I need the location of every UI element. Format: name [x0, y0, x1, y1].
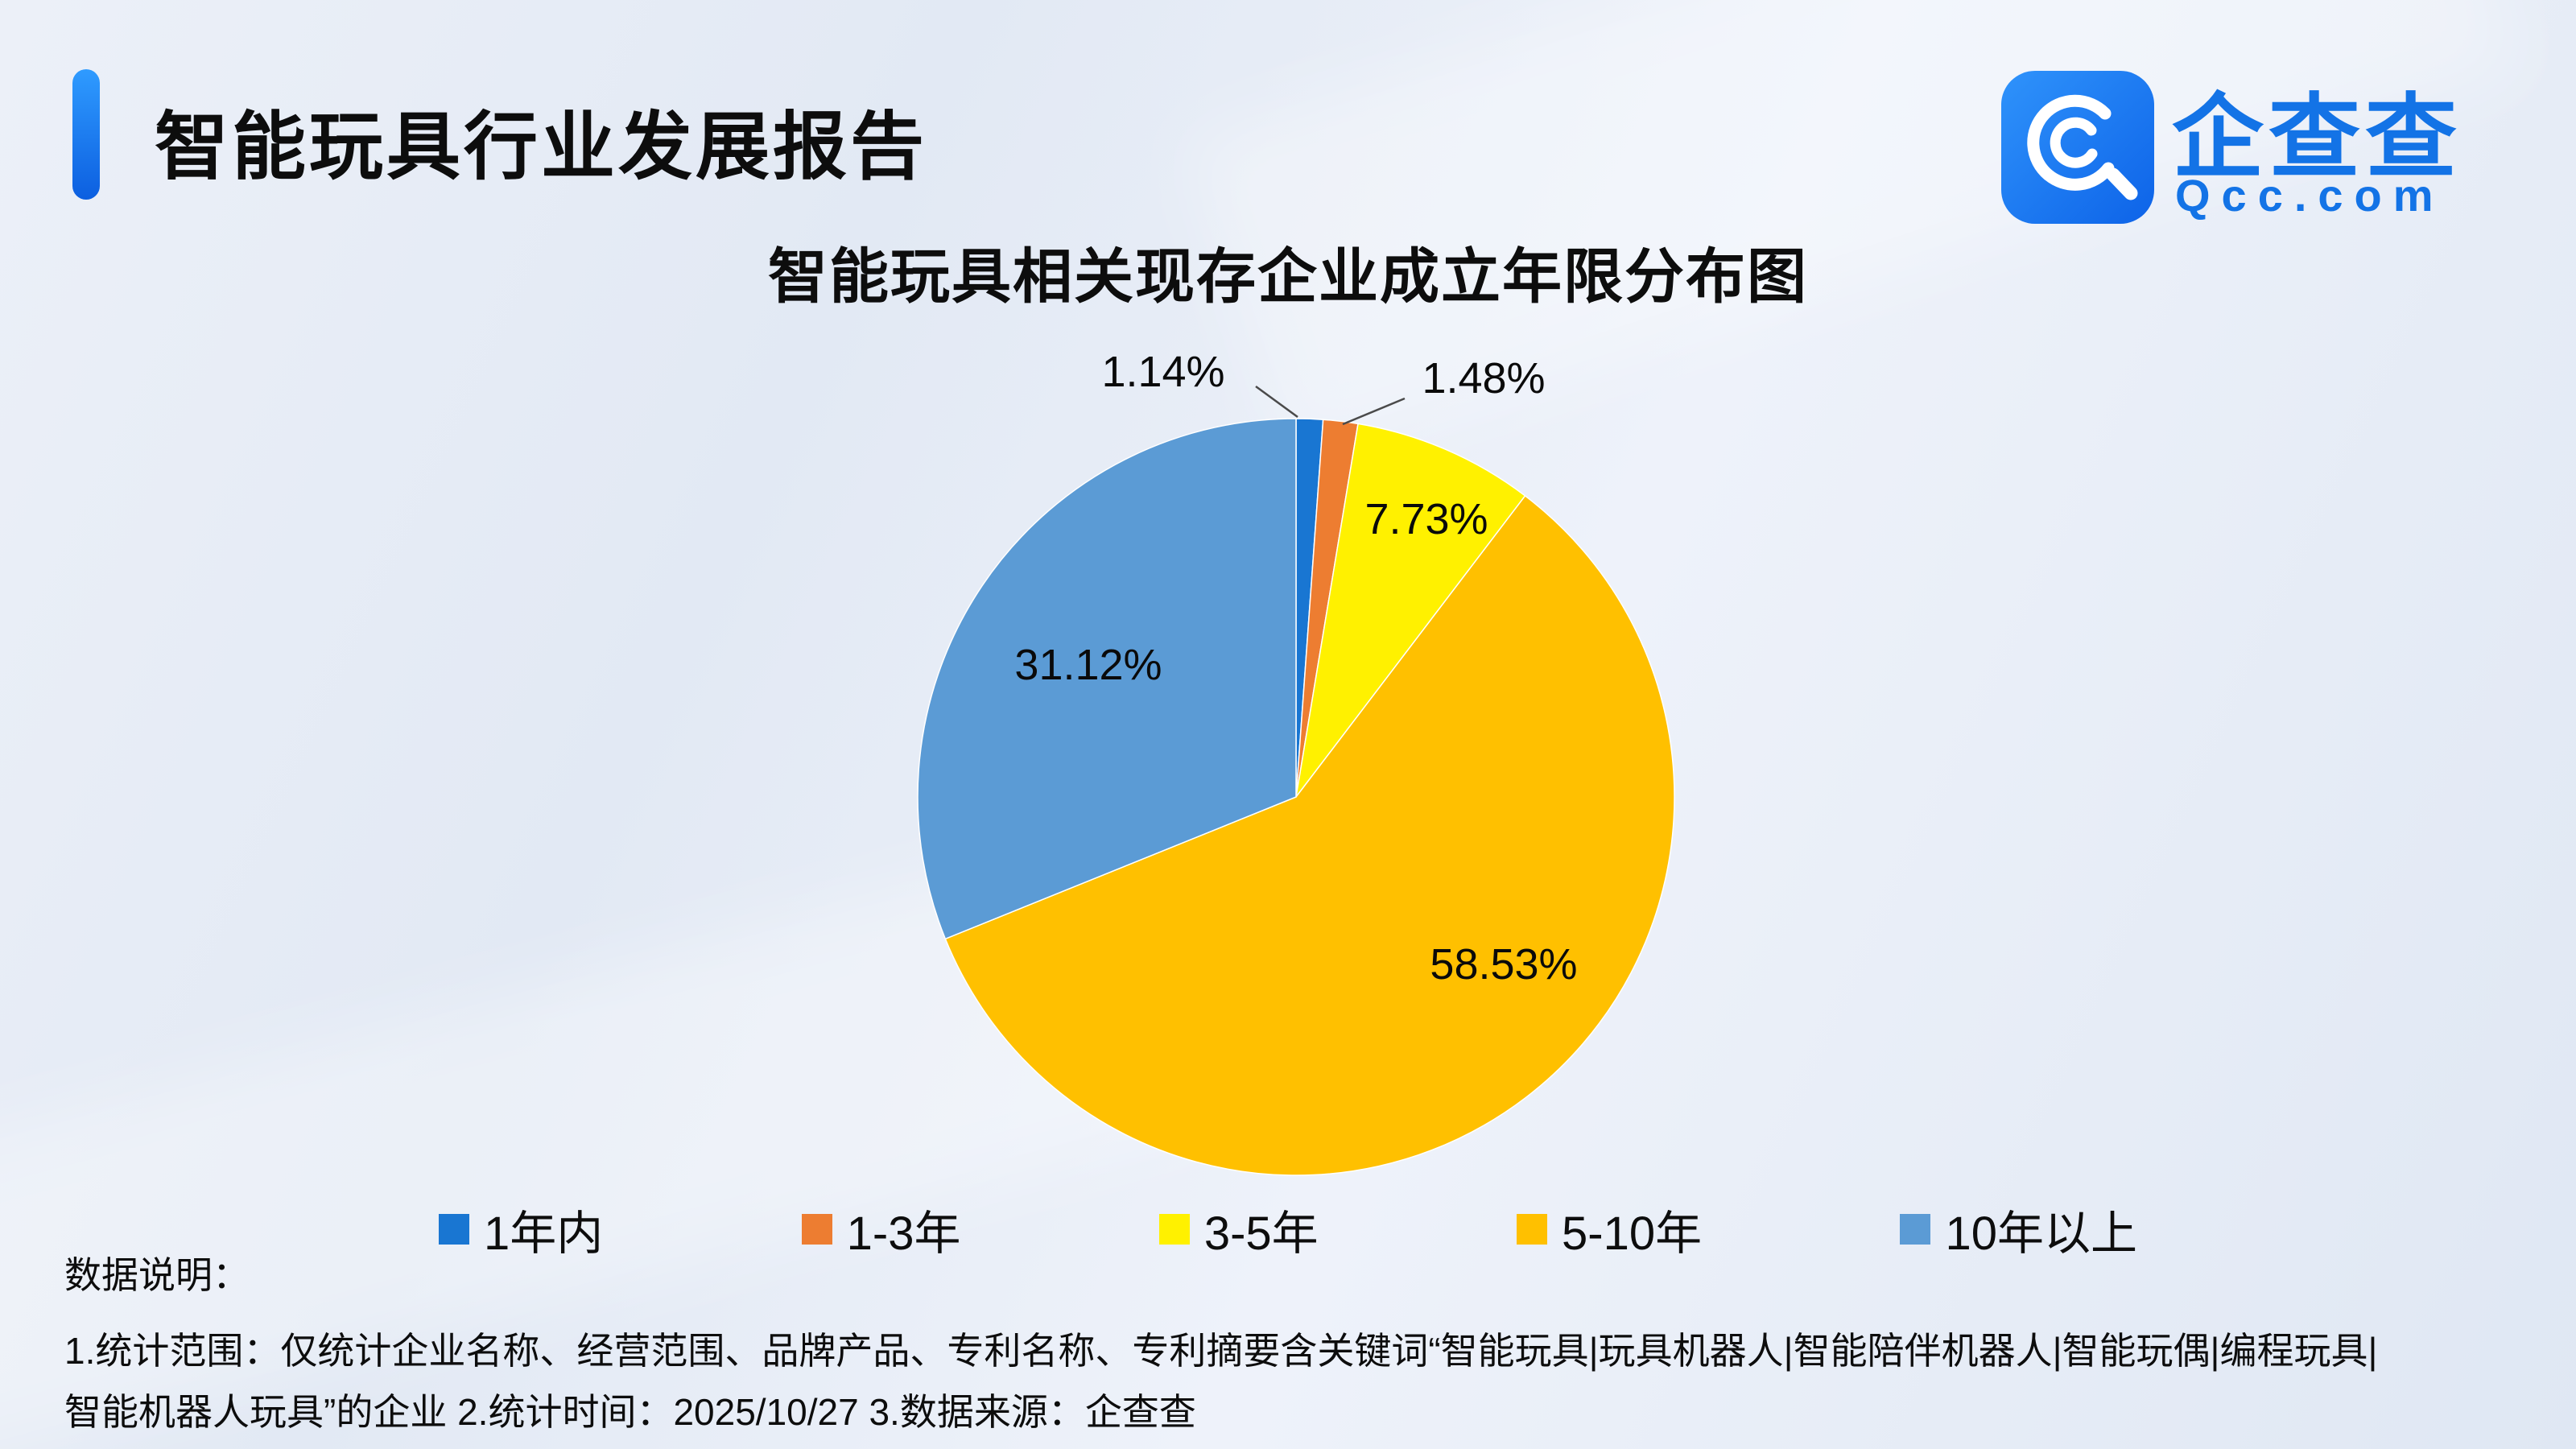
pie-label-1-3year: 1.48% [1422, 354, 1546, 402]
pie-slice-3-5年 [1295, 423, 1526, 798]
data-notes-line-2: 智能机器人玩具”的企业 2.统计时间：2025/10/27 3.数据来源：企查查 [64, 1391, 1196, 1433]
legend-label: 5-10年 [1562, 1208, 1703, 1260]
pie-slice-5-10年 [944, 494, 1675, 1176]
chart-legend: 1年内 1-3年 3-5年 5-10年 10年以上 [439, 1201, 2137, 1260]
brand-logo: 企查查 Qcc.com [2001, 69, 2484, 230]
report-title: 智能玩具行业发展报告 [155, 106, 928, 188]
title-accent-bar [72, 69, 100, 200]
pie-label-3-5year: 7.73% [1364, 495, 1488, 543]
legend-swatch [439, 1214, 469, 1245]
legend-item-3-5year: 3-5年 [1158, 1195, 1319, 1263]
pie-chart [886, 338, 1707, 1208]
legend-swatch [801, 1214, 832, 1245]
legend-item-1-3year: 1-3年 [801, 1195, 961, 1263]
data-notes-heading: 数据说明： [64, 1254, 250, 1296]
brand-domain: Qcc.com [2175, 170, 2445, 221]
legend-swatch [1158, 1214, 1190, 1245]
legend-item-1year: 1年内 [439, 1195, 603, 1263]
qcc-magnifier-icon [2001, 71, 2154, 224]
legend-label: 10年以上 [1945, 1208, 2137, 1260]
legend-label: 1年内 [484, 1208, 604, 1260]
legend-swatch [1900, 1214, 1931, 1245]
legend-swatch [1517, 1214, 1548, 1245]
legend-item-5-10year: 5-10年 [1517, 1195, 1702, 1263]
data-notes: 数据说明： 1.统计范围：仅统计企业名称、经营范围、品牌产品、专利名称、专利摘要… [64, 1246, 2528, 1443]
legend-item-over10year: 10年以上 [1900, 1195, 2137, 1263]
pie-label-1year: 1.14% [1101, 348, 1225, 396]
pie-label-over10year: 31.12% [1014, 641, 1162, 689]
chart-title: 智能玩具相关现存企业成立年限分布图 [768, 243, 1808, 310]
leader-line-1-3year [1342, 397, 1406, 426]
pie-chart-svg [917, 385, 1675, 1176]
data-notes-line-1: 1.统计范围：仅统计企业名称、经营范围、品牌产品、专利名称、专利摘要含关键词“智… [64, 1330, 2378, 1372]
pie-slice-10年以上 [917, 418, 1297, 940]
legend-label: 3-5年 [1203, 1208, 1319, 1260]
pie-label-5-10year: 58.53% [1430, 940, 1578, 989]
legend-label: 1-3年 [846, 1208, 961, 1260]
leader-line-1year [1255, 385, 1298, 419]
brand-name: 企查查 [2172, 87, 2462, 189]
